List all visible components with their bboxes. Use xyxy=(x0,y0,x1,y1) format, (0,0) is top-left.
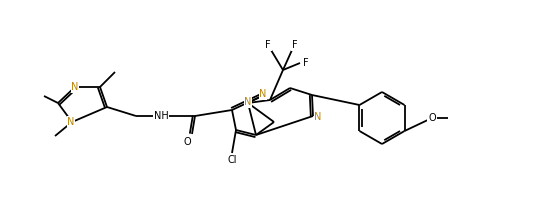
Text: N: N xyxy=(314,112,321,122)
Text: Cl: Cl xyxy=(228,155,237,165)
Text: O: O xyxy=(428,113,436,123)
Text: F: F xyxy=(303,58,309,68)
Text: N: N xyxy=(71,82,79,92)
Text: N: N xyxy=(260,89,267,99)
Text: F: F xyxy=(292,40,298,50)
Text: O: O xyxy=(183,137,191,147)
Text: N: N xyxy=(67,117,75,127)
Text: NH: NH xyxy=(154,111,168,121)
Text: N: N xyxy=(244,97,252,107)
Text: F: F xyxy=(265,40,271,50)
